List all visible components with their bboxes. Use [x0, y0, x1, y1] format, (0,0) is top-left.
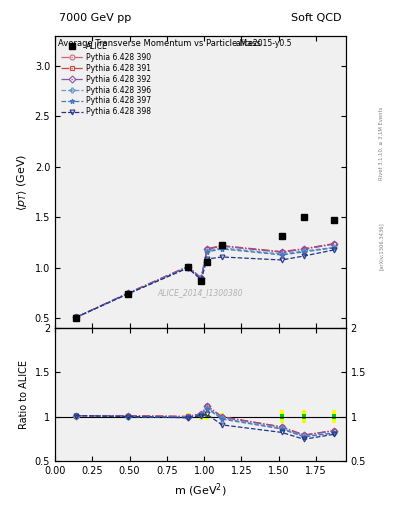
- Bar: [205, 415, 209, 418]
- Bar: [199, 415, 203, 418]
- Text: alice2015-y0.5: alice2015-y0.5: [235, 39, 292, 48]
- Pythia 6.428 390: [185, 264, 190, 270]
- Bar: [220, 413, 224, 420]
- Text: Average Transverse Momentum vs Particle Mass: Average Transverse Momentum vs Particle …: [58, 39, 261, 48]
- Pythia 6.428 390: [205, 246, 209, 252]
- Bar: [186, 413, 189, 420]
- Pythia 6.428 390: [199, 275, 204, 281]
- Pythia 6.428 392: [73, 314, 78, 321]
- Bar: [332, 414, 336, 419]
- Pythia 6.428 398: [220, 254, 224, 260]
- Pythia 6.428 392: [126, 290, 130, 296]
- ALICE: [126, 291, 130, 297]
- Pythia 6.428 397: [220, 246, 224, 252]
- Pythia 6.428 391: [220, 243, 224, 249]
- Pythia 6.428 390: [302, 246, 307, 252]
- Pythia 6.428 397: [199, 276, 204, 282]
- Pythia 6.428 396: [279, 251, 284, 257]
- Bar: [199, 413, 203, 420]
- Pythia 6.428 397: [185, 265, 190, 271]
- ALICE: [220, 242, 224, 248]
- Line: Pythia 6.428 397: Pythia 6.428 397: [73, 245, 336, 320]
- ALICE: [205, 259, 209, 265]
- Bar: [126, 415, 130, 418]
- Pythia 6.428 396: [302, 248, 307, 254]
- Pythia 6.428 390: [279, 249, 284, 255]
- Pythia 6.428 396: [185, 265, 190, 271]
- Pythia 6.428 398: [302, 253, 307, 259]
- ALICE: [185, 264, 190, 270]
- Pythia 6.428 398: [332, 247, 336, 253]
- Pythia 6.428 391: [185, 263, 190, 269]
- Pythia 6.428 391: [302, 246, 307, 252]
- Bar: [186, 415, 189, 418]
- Pythia 6.428 396: [205, 248, 209, 254]
- Bar: [220, 415, 224, 418]
- Pythia 6.428 392: [199, 275, 204, 281]
- Pythia 6.428 392: [185, 264, 190, 270]
- Pythia 6.428 391: [279, 248, 284, 254]
- Pythia 6.428 397: [73, 314, 78, 321]
- Pythia 6.428 390: [126, 290, 130, 296]
- Text: Soft QCD: Soft QCD: [292, 13, 342, 23]
- Pythia 6.428 392: [279, 249, 284, 255]
- Bar: [280, 410, 284, 423]
- ALICE: [199, 278, 204, 284]
- Pythia 6.428 390: [73, 314, 78, 321]
- Line: Pythia 6.428 391: Pythia 6.428 391: [73, 241, 336, 320]
- Legend: ALICE, Pythia 6.428 390, Pythia 6.428 391, Pythia 6.428 392, Pythia 6.428 396, P: ALICE, Pythia 6.428 390, Pythia 6.428 39…: [59, 39, 153, 119]
- Pythia 6.428 396: [199, 276, 204, 282]
- Line: Pythia 6.428 392: Pythia 6.428 392: [73, 242, 336, 320]
- Text: [arXiv:1306.3436]: [arXiv:1306.3436]: [379, 222, 384, 270]
- Text: 7000 GeV pp: 7000 GeV pp: [59, 13, 131, 23]
- Bar: [74, 415, 78, 418]
- Bar: [302, 410, 306, 423]
- Line: Pythia 6.428 396: Pythia 6.428 396: [73, 245, 336, 320]
- Pythia 6.428 396: [73, 314, 78, 321]
- Pythia 6.428 396: [126, 291, 130, 297]
- Text: ALICE_2014_I1300380: ALICE_2014_I1300380: [158, 288, 243, 297]
- Line: ALICE: ALICE: [72, 214, 337, 322]
- Pythia 6.428 391: [199, 275, 204, 281]
- Pythia 6.428 391: [332, 241, 336, 247]
- Bar: [280, 414, 284, 419]
- Pythia 6.428 390: [220, 243, 224, 249]
- Bar: [332, 410, 336, 423]
- Bar: [205, 413, 209, 420]
- Pythia 6.428 397: [332, 245, 336, 251]
- Line: Pythia 6.428 390: Pythia 6.428 390: [73, 242, 336, 320]
- Pythia 6.428 391: [73, 314, 78, 321]
- Pythia 6.428 398: [185, 265, 190, 271]
- Pythia 6.428 390: [332, 241, 336, 247]
- ALICE: [332, 217, 336, 223]
- Text: Rivet 3.1.10, ≥ 3.1M Events: Rivet 3.1.10, ≥ 3.1M Events: [379, 106, 384, 180]
- Pythia 6.428 397: [126, 291, 130, 297]
- Pythia 6.428 391: [126, 290, 130, 296]
- Bar: [302, 414, 306, 419]
- Bar: [74, 413, 78, 420]
- Pythia 6.428 391: [205, 246, 209, 252]
- Pythia 6.428 392: [302, 246, 307, 252]
- Pythia 6.428 398: [73, 314, 78, 321]
- Pythia 6.428 392: [332, 241, 336, 247]
- ALICE: [279, 233, 284, 240]
- Y-axis label: $\langle p_T \rangle$ (GeV): $\langle p_T \rangle$ (GeV): [15, 153, 29, 210]
- Bar: [126, 413, 130, 420]
- Pythia 6.428 397: [205, 249, 209, 255]
- Pythia 6.428 397: [279, 252, 284, 258]
- ALICE: [73, 315, 78, 321]
- Line: Pythia 6.428 398: Pythia 6.428 398: [73, 247, 336, 320]
- Pythia 6.428 392: [205, 246, 209, 252]
- Pythia 6.428 398: [126, 291, 130, 297]
- ALICE: [302, 214, 307, 220]
- Pythia 6.428 396: [220, 245, 224, 251]
- Pythia 6.428 397: [302, 249, 307, 255]
- X-axis label: m (GeV$^2$): m (GeV$^2$): [174, 481, 227, 499]
- Pythia 6.428 398: [279, 257, 284, 263]
- Pythia 6.428 396: [332, 244, 336, 250]
- Pythia 6.428 398: [199, 276, 204, 283]
- Pythia 6.428 398: [205, 256, 209, 262]
- Pythia 6.428 392: [220, 243, 224, 249]
- Y-axis label: Ratio to ALICE: Ratio to ALICE: [19, 360, 29, 429]
